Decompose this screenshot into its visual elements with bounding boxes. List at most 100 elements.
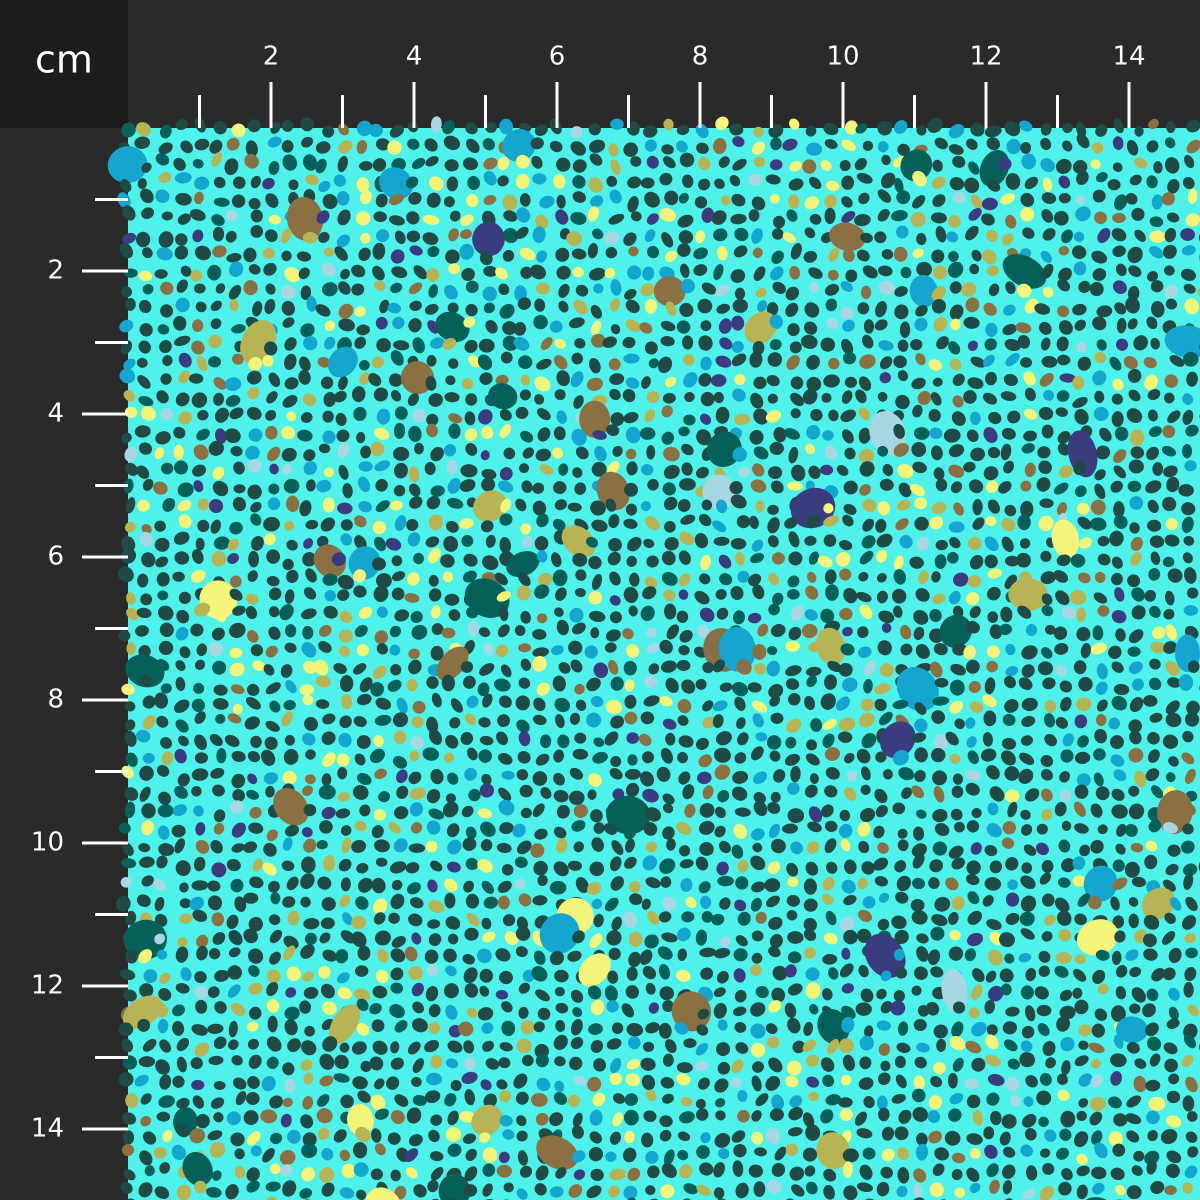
pebble bbox=[628, 246, 639, 257]
pebble bbox=[696, 466, 709, 479]
pebble bbox=[212, 245, 227, 258]
pebble bbox=[791, 464, 806, 482]
pebble bbox=[826, 180, 840, 192]
pebble bbox=[1058, 320, 1073, 335]
pebble bbox=[893, 443, 909, 457]
left-tick-label: 8 bbox=[47, 685, 64, 715]
pebble bbox=[570, 371, 584, 388]
pebble bbox=[1186, 371, 1198, 387]
pebble bbox=[753, 1181, 766, 1197]
pebble bbox=[1072, 303, 1087, 316]
pebble bbox=[952, 191, 966, 204]
fabric-pattern bbox=[107, 116, 1200, 1200]
pebble bbox=[985, 322, 998, 337]
pebble bbox=[460, 464, 478, 478]
pebble bbox=[161, 462, 174, 475]
pebble bbox=[125, 298, 136, 311]
pebble bbox=[1007, 410, 1021, 424]
pebble bbox=[372, 158, 387, 172]
pebble bbox=[1092, 268, 1107, 281]
pebble bbox=[684, 391, 695, 403]
pebble bbox=[248, 356, 263, 371]
pebble bbox=[680, 278, 695, 294]
pebble bbox=[194, 245, 211, 261]
pebble bbox=[390, 350, 404, 366]
pebble bbox=[337, 155, 348, 173]
pebble bbox=[212, 226, 225, 242]
pebble bbox=[125, 462, 139, 476]
pebble bbox=[390, 282, 403, 294]
pebble bbox=[244, 153, 259, 169]
pebble bbox=[612, 445, 623, 457]
pebble bbox=[464, 411, 476, 426]
pebble bbox=[1000, 193, 1016, 205]
left-tick-label: 6 bbox=[47, 542, 64, 572]
pebble bbox=[622, 388, 636, 403]
pebble bbox=[318, 443, 331, 454]
pebble bbox=[590, 195, 604, 208]
pebble bbox=[963, 390, 977, 404]
pebble bbox=[752, 463, 765, 477]
pebble bbox=[790, 376, 804, 390]
pebble bbox=[1020, 192, 1035, 207]
pebble bbox=[1017, 335, 1031, 349]
pebble bbox=[264, 229, 278, 243]
pebble bbox=[948, 144, 964, 155]
pebble bbox=[379, 299, 390, 314]
pebble bbox=[1147, 389, 1161, 401]
pebble bbox=[189, 209, 206, 221]
pebble bbox=[175, 119, 188, 130]
pebble bbox=[641, 464, 654, 476]
pebble bbox=[749, 351, 763, 368]
pebble bbox=[844, 447, 856, 460]
pebble bbox=[1020, 207, 1035, 222]
pebble bbox=[931, 286, 946, 301]
pebble bbox=[208, 334, 222, 349]
pebble bbox=[553, 481, 567, 495]
pebble bbox=[894, 177, 904, 194]
pebble bbox=[338, 303, 354, 319]
pebble bbox=[1161, 192, 1175, 206]
pebble bbox=[208, 440, 224, 456]
pebble bbox=[755, 288, 767, 298]
pebble bbox=[1091, 142, 1104, 154]
pebble bbox=[767, 393, 778, 404]
pebble bbox=[479, 251, 493, 266]
pebble bbox=[158, 231, 174, 248]
pebble bbox=[120, 286, 133, 298]
pebble bbox=[1164, 227, 1177, 243]
pebble bbox=[748, 209, 760, 222]
pebble bbox=[532, 226, 546, 243]
pebble bbox=[444, 392, 460, 403]
pebble bbox=[284, 337, 297, 351]
pebble bbox=[286, 197, 324, 241]
pebble bbox=[1043, 389, 1055, 401]
pebble bbox=[750, 392, 764, 409]
pebble bbox=[1004, 121, 1021, 137]
pebble bbox=[1017, 514, 1031, 531]
pebble bbox=[213, 120, 227, 135]
pebble bbox=[731, 353, 747, 367]
pebble bbox=[896, 190, 911, 205]
pebble bbox=[521, 480, 533, 494]
pebble bbox=[734, 373, 746, 386]
pebble bbox=[427, 246, 440, 258]
pebble bbox=[137, 1018, 151, 1032]
pebble bbox=[1146, 175, 1158, 189]
pebble bbox=[948, 215, 961, 228]
pebble bbox=[718, 156, 730, 168]
pebble bbox=[964, 177, 980, 194]
pebble bbox=[828, 357, 840, 370]
pebble bbox=[303, 336, 318, 351]
pebble bbox=[951, 785, 964, 798]
pebble bbox=[623, 142, 639, 157]
pebble bbox=[138, 442, 153, 455]
pebble bbox=[448, 423, 461, 439]
pebble bbox=[552, 447, 564, 459]
pebble bbox=[947, 261, 964, 278]
pebble bbox=[986, 179, 1001, 192]
pebble bbox=[700, 413, 712, 425]
pebble bbox=[900, 266, 912, 279]
pebble bbox=[1020, 142, 1032, 154]
